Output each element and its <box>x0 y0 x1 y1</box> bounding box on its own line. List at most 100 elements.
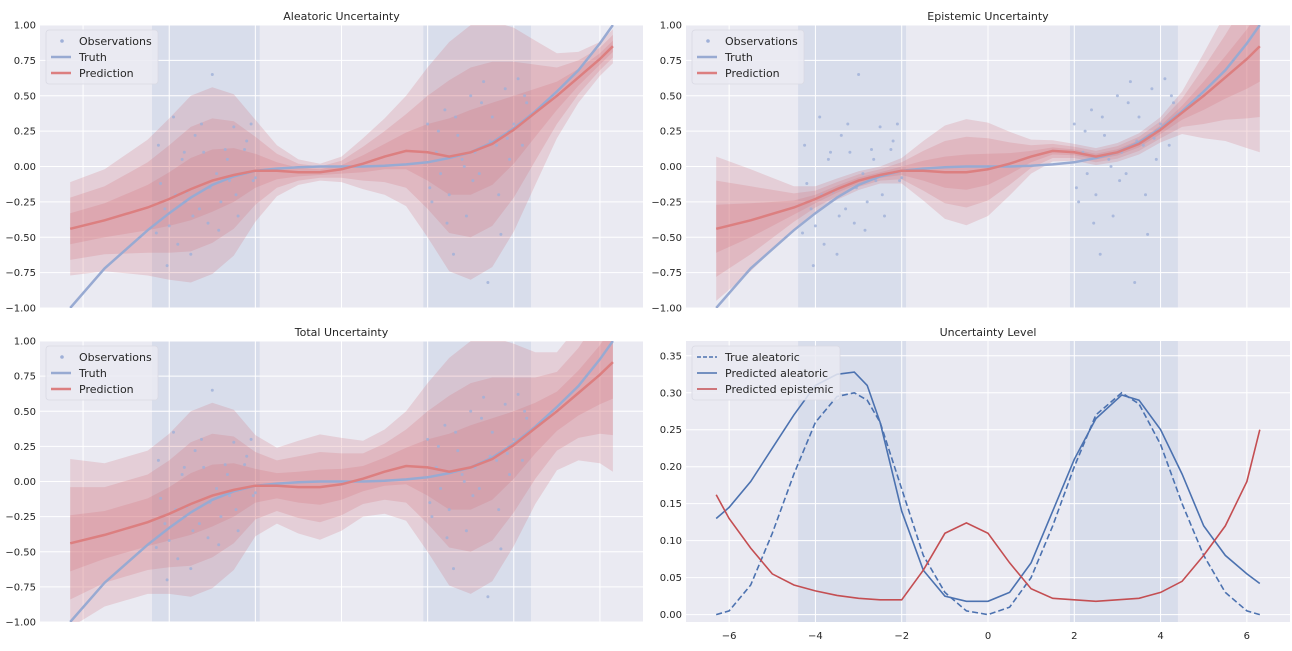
y-tick-label: −0.75 <box>5 268 36 279</box>
observation-point <box>803 143 807 147</box>
x-tick-label: 0 <box>985 631 991 642</box>
observation-point <box>1169 94 1173 98</box>
observation-point <box>228 179 231 183</box>
legend: Observations Truth Prediction <box>691 29 805 85</box>
observation-point <box>477 487 481 490</box>
observation-point <box>480 101 483 105</box>
legend-label: Predicted aleatoric <box>725 367 828 380</box>
observation-point <box>486 281 490 284</box>
observation-point <box>480 416 483 420</box>
observation-point <box>835 252 839 256</box>
observation-point <box>159 496 163 500</box>
legend-label: True aleatoric <box>724 351 800 364</box>
observation-point <box>497 193 501 197</box>
observation-point <box>206 536 210 540</box>
observation-point <box>464 529 468 533</box>
y-tick-label: −0.25 <box>5 197 36 208</box>
y-tick-label: −1.00 <box>651 304 682 315</box>
x-tick-label: −4 <box>808 631 823 642</box>
observation-point <box>469 409 473 413</box>
prediction-line <box>69 361 614 545</box>
observation-point <box>1152 136 1156 140</box>
observation-point <box>154 546 158 549</box>
observation-point <box>525 416 529 420</box>
observation-point <box>253 491 257 495</box>
observation-point <box>495 143 499 147</box>
observation-point <box>497 508 501 512</box>
observation-point <box>495 458 499 462</box>
legend-label: Predicted epistemic <box>725 383 834 396</box>
observation-point <box>1163 77 1167 81</box>
observation-point <box>844 207 848 211</box>
observation-point <box>818 115 822 119</box>
y-tick-label: 0.15 <box>660 499 682 510</box>
observation-point <box>471 179 475 183</box>
uncertainty-band-1sigma <box>716 25 1260 253</box>
uncertainty-band-3sigma <box>716 25 1260 301</box>
observation-point <box>439 487 443 490</box>
legend-label: Prediction <box>79 67 134 80</box>
observation-point <box>210 388 214 392</box>
observation-point <box>180 157 184 161</box>
y-tick-label: 0.10 <box>660 536 682 547</box>
observation-point <box>232 125 236 129</box>
observation-point <box>898 179 902 183</box>
panel-title: Total Uncertainty <box>294 326 389 339</box>
observation-point <box>234 193 238 197</box>
observation-point <box>436 129 440 133</box>
observation-point <box>839 133 843 137</box>
observation-point <box>243 148 247 151</box>
observation-point <box>217 228 221 232</box>
legend-frame <box>691 29 805 85</box>
observation-point <box>895 122 899 126</box>
observation-point <box>1141 143 1145 147</box>
observation-point <box>878 125 882 129</box>
observation-point <box>1103 133 1106 137</box>
observation-point <box>505 136 509 140</box>
observation-point <box>1109 165 1113 168</box>
legend-label: Prediction <box>725 67 780 80</box>
observation-point <box>520 458 524 462</box>
panel-aleatoric: Aleatoric Uncertainty −1.00 −0.75 −0.50 −0.2… <box>5 10 643 315</box>
observation-point <box>167 224 171 228</box>
observation-point <box>236 529 240 533</box>
observation-point <box>454 430 458 434</box>
observation-point <box>829 150 832 154</box>
x-tick-label: −6 <box>722 631 737 642</box>
observation-point <box>865 200 869 204</box>
observation-point <box>1107 157 1111 161</box>
observation-point <box>1150 87 1154 91</box>
y-tick-label: −1.00 <box>5 618 36 629</box>
observation-point <box>172 115 175 119</box>
observation-point <box>512 437 516 441</box>
y-tick-label: −0.50 <box>5 547 36 558</box>
observation-point <box>225 157 229 161</box>
observation-point <box>430 515 434 519</box>
observation-point <box>874 179 878 183</box>
panel-title: Epistemic Uncertainty <box>927 10 1049 23</box>
observation-point <box>176 557 180 561</box>
legend-label: Truth <box>78 367 107 380</box>
observation-point <box>900 176 904 180</box>
observation-point <box>1090 108 1093 112</box>
observation-point <box>249 437 253 441</box>
observation-point <box>523 94 527 98</box>
panel-title: Aleatoric Uncertainty <box>283 10 400 23</box>
observation-point <box>503 402 507 406</box>
series-line-0 <box>715 391 1261 616</box>
observation-point <box>499 547 503 551</box>
uncertainty-band-1sigma <box>70 40 613 245</box>
observation-point <box>210 73 214 76</box>
observation-point <box>523 409 527 413</box>
y-tick-label: 0.30 <box>660 388 682 399</box>
y-tick-label: −0.75 <box>5 582 36 593</box>
y-tick-label: 0.00 <box>14 477 36 488</box>
y-tick-label: −0.25 <box>651 197 682 208</box>
observation-point <box>1085 172 1089 176</box>
observation-point <box>1128 80 1132 84</box>
observation-point <box>460 157 464 161</box>
observation-point <box>215 172 219 176</box>
observation-point <box>234 508 238 512</box>
